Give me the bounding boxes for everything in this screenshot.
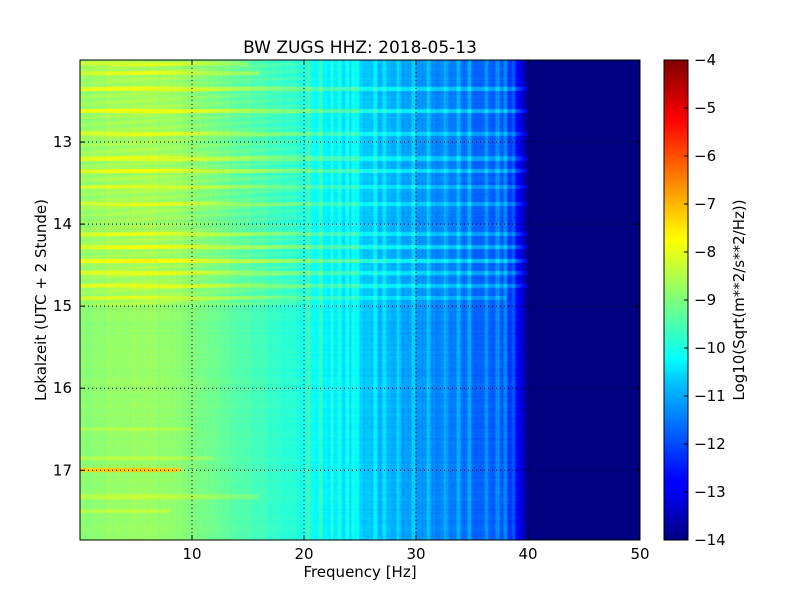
x-tick-label: 20 (294, 545, 313, 563)
colorbar-tick-label: −12 (694, 435, 726, 453)
colorbar-tick-label: −13 (694, 483, 726, 501)
plot-frame (79, 59, 641, 541)
y-axis-ticks: 13 14 15 16 17 (53, 133, 640, 479)
y-axis-label: Lokalzeit (UTC + 2 Stunde) (32, 199, 50, 401)
colorbar-tick-label: −11 (694, 387, 726, 405)
x-tick-label: 10 (182, 545, 201, 563)
colorbar-tick-label: −9 (694, 291, 716, 309)
x-tick-label: 40 (518, 545, 537, 563)
spectrogram-heatmap (80, 60, 640, 540)
y-tick-label: 15 (53, 297, 72, 315)
x-axis-ticks: 10 20 30 40 50 (182, 60, 650, 563)
y-tick-label: 16 (53, 379, 72, 397)
colorbar-tick-label: −4 (694, 51, 716, 69)
y-tick-label: 14 (53, 215, 72, 233)
colorbar-tick-label: −8 (694, 243, 716, 261)
colorbar-tick-label: −7 (694, 195, 716, 213)
colorbar-tick-label: −6 (694, 147, 716, 165)
y-tick-label: 17 (53, 461, 72, 479)
x-tick-label: 50 (630, 545, 649, 563)
colorbar-ticks: −14 −13 −12 −11 −10 −9 −8 −7 −6 −5 −4 (684, 51, 726, 549)
chart-title: BW ZUGS HHZ: 2018-05-13 (243, 38, 477, 58)
colorbar-label: Log10(Sqrt(m**2/s**2/Hz)) (730, 199, 748, 400)
y-tick-label: 13 (53, 133, 72, 151)
x-axis-label: Frequency [Hz] (303, 563, 416, 581)
colorbar-tick-label: −14 (694, 531, 726, 549)
colorbar-tick-label: −10 (694, 339, 726, 357)
grid-lines (80, 60, 640, 540)
colorbar-tick-label: −5 (694, 99, 716, 117)
x-tick-label: 30 (406, 545, 425, 563)
plot-area (80, 60, 640, 540)
